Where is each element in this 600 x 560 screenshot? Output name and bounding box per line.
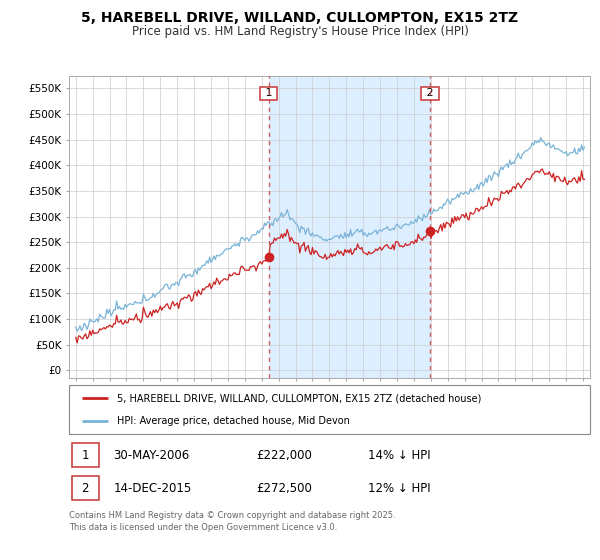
Bar bbox=[71, 444, 98, 467]
Text: Price paid vs. HM Land Registry's House Price Index (HPI): Price paid vs. HM Land Registry's House … bbox=[131, 25, 469, 38]
Bar bbox=[269, 76, 430, 378]
Text: 1: 1 bbox=[262, 88, 275, 99]
Text: £222,000: £222,000 bbox=[256, 449, 313, 461]
Text: 14% ↓ HPI: 14% ↓ HPI bbox=[368, 449, 431, 461]
Text: 5, HAREBELL DRIVE, WILLAND, CULLOMPTON, EX15 2TZ (detached house): 5, HAREBELL DRIVE, WILLAND, CULLOMPTON, … bbox=[117, 393, 481, 403]
Text: £272,500: £272,500 bbox=[256, 482, 313, 494]
Text: 14-DEC-2015: 14-DEC-2015 bbox=[113, 482, 191, 494]
Text: Contains HM Land Registry data © Crown copyright and database right 2025.
This d: Contains HM Land Registry data © Crown c… bbox=[69, 511, 395, 531]
Text: 1: 1 bbox=[82, 449, 89, 461]
Text: 30-MAY-2006: 30-MAY-2006 bbox=[113, 449, 190, 461]
Text: 2: 2 bbox=[423, 88, 437, 99]
Text: HPI: Average price, detached house, Mid Devon: HPI: Average price, detached house, Mid … bbox=[117, 416, 350, 426]
Text: 2: 2 bbox=[82, 482, 89, 494]
Text: 12% ↓ HPI: 12% ↓ HPI bbox=[368, 482, 431, 494]
Text: 5, HAREBELL DRIVE, WILLAND, CULLOMPTON, EX15 2TZ: 5, HAREBELL DRIVE, WILLAND, CULLOMPTON, … bbox=[82, 11, 518, 25]
Bar bbox=[71, 476, 98, 500]
